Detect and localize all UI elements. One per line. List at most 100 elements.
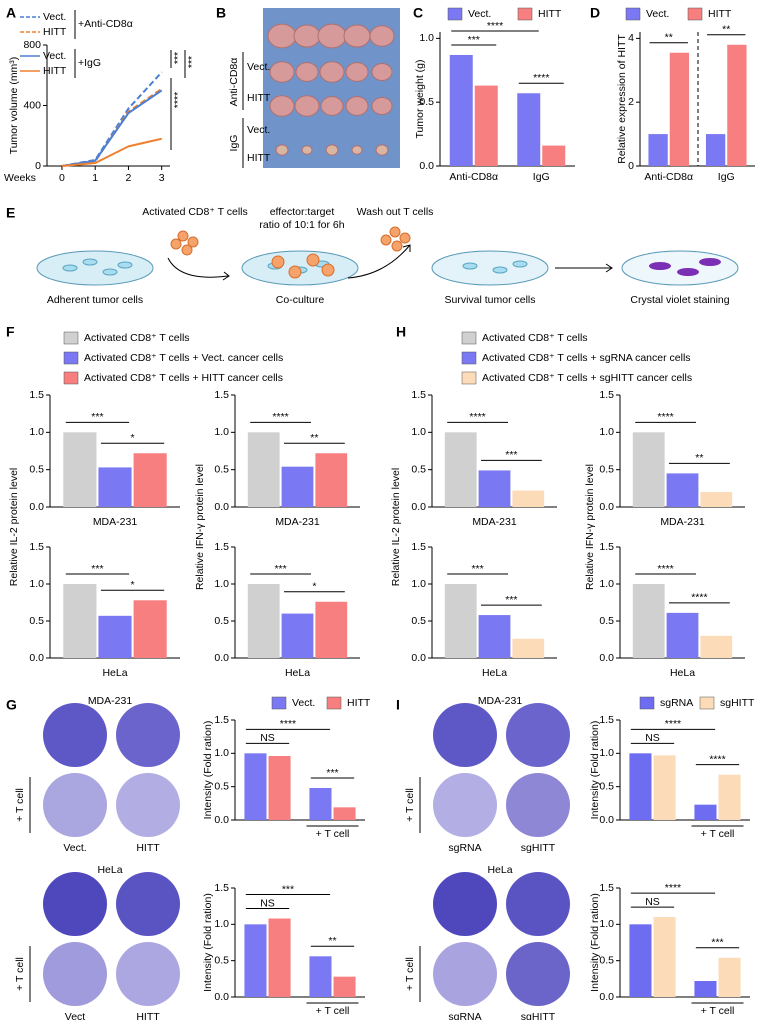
y-tick-label: 0.5 (214, 954, 229, 966)
image-title: HeLa (97, 864, 122, 876)
y-tick-label: 1.0 (214, 578, 229, 590)
y-tick-label: 1.0 (214, 918, 229, 930)
significance: **** (657, 563, 673, 575)
tumor (269, 95, 295, 117)
side-label: + T cell (404, 788, 416, 822)
legend-swatch (271, 696, 287, 710)
y-tick-label: 1.0 (29, 426, 44, 438)
y-tick-label: 1.5 (599, 882, 614, 894)
significance: **** (469, 411, 485, 423)
bar (133, 453, 167, 507)
legend-swatch (517, 7, 533, 21)
y-tick-label: 2 (628, 96, 634, 108)
tumor (369, 25, 395, 47)
y-tick-label: 0.5 (599, 463, 614, 475)
bar (629, 753, 652, 820)
x-tick-label: 1 (92, 172, 98, 184)
bar (694, 804, 717, 820)
t-cell (389, 226, 401, 238)
step-note: Activated CD8⁺ T cells (142, 206, 248, 218)
t-cell (271, 255, 285, 269)
arrow-head (402, 244, 411, 252)
significance: *** (505, 594, 517, 606)
significance: NS (645, 896, 660, 908)
legend-label: Activated CD8⁺ T cells + sgRNA cancer ce… (482, 352, 691, 364)
side-label: + T cell (14, 957, 26, 991)
arrow (167, 257, 229, 278)
significance: **** (172, 92, 184, 108)
y-tick-label: 1.5 (599, 541, 614, 553)
dish-image (506, 942, 570, 1006)
y-tick-label: 1.5 (411, 541, 426, 553)
legend-label: HITT (538, 8, 562, 20)
tumor-cell (117, 261, 133, 269)
panel-letter: E (6, 205, 15, 221)
significance: NS (260, 732, 275, 744)
row-label: Vect. (247, 124, 270, 136)
bar (478, 470, 511, 507)
bar (700, 635, 733, 658)
step-note: effector:target (270, 206, 335, 218)
legend-swatch (63, 351, 79, 365)
legend-label: Vect. (43, 50, 66, 62)
tumor (293, 24, 321, 48)
bar (700, 492, 733, 507)
image-title: MDA-231 (478, 695, 523, 707)
legend-swatch (63, 331, 79, 345)
y-tick-label: 1.0 (214, 426, 229, 438)
significance: **** (691, 592, 707, 604)
stained-cell (649, 262, 671, 270)
significance: * (131, 579, 135, 591)
legend-label: Vect. (468, 8, 491, 20)
x-axis-label: HeLa (482, 667, 507, 679)
x-axis-label: MDA-231 (275, 516, 320, 528)
legend-group: +IgG (78, 57, 101, 69)
x-tick-label: Anti-CD8α (449, 171, 498, 183)
y-tick-label: 1.0 (599, 578, 614, 590)
image-label: Vect (65, 1011, 86, 1020)
significance: ** (328, 935, 336, 947)
stained-cell (699, 258, 721, 266)
legend-swatch (687, 7, 703, 21)
y-tick-label: 0.0 (214, 991, 229, 1003)
y-tick-label: 0.0 (599, 501, 614, 513)
y-tick-label: 0.0 (214, 501, 229, 513)
tumor (295, 62, 319, 82)
step-note: Wash out T cells (357, 206, 434, 218)
dish-image (433, 942, 497, 1006)
y-tick-label: 1.5 (599, 389, 614, 401)
tumor (319, 61, 345, 83)
bar (247, 584, 280, 658)
x-tick-label: + T cell (316, 1005, 350, 1017)
panel-letter: H (396, 324, 406, 340)
dish-image (116, 773, 180, 837)
tumor (371, 63, 393, 81)
arrow-head (222, 271, 230, 281)
bar (653, 917, 676, 997)
bar (333, 976, 356, 997)
bar (281, 466, 314, 507)
image-title: HeLa (487, 864, 512, 876)
significance: *** (711, 937, 723, 949)
step-label: Co-culture (276, 294, 325, 306)
x-tick-label: 3 (159, 172, 165, 184)
legend-swatch (699, 696, 715, 710)
x-tick-label: 2 (126, 172, 132, 184)
significance: *** (172, 52, 184, 64)
bar (247, 432, 280, 507)
bar (666, 473, 699, 507)
legend-label: sgRNA (660, 697, 693, 709)
y-tick-label: 0.0 (214, 814, 229, 826)
dish-image (506, 872, 570, 936)
x-tick-label: 0 (59, 172, 65, 184)
series-line (61, 71, 163, 167)
t-cell (177, 230, 189, 242)
y-tick-label: 0.0 (411, 652, 426, 664)
t-cell (399, 232, 411, 244)
significance: NS (260, 897, 275, 909)
y-tick-label: 0.0 (29, 652, 44, 664)
y-tick-label: 1.5 (214, 389, 229, 401)
y-tick-label: 1.0 (599, 747, 614, 759)
bar (542, 145, 566, 166)
